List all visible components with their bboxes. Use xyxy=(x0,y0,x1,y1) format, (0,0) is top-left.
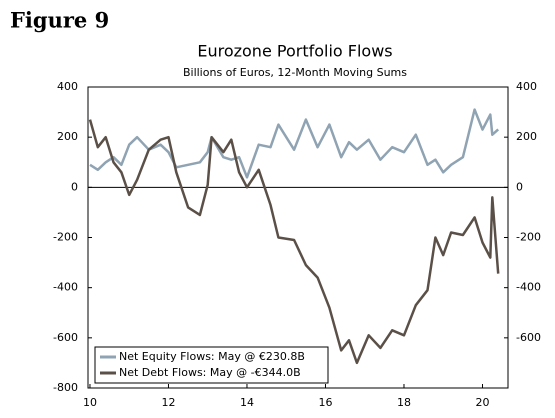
x-tick-label: 20 xyxy=(475,396,489,409)
x-tick-label: 16 xyxy=(318,396,332,409)
series-line xyxy=(89,108,500,179)
y2-tick-label: -600 xyxy=(516,331,541,344)
y-tick-label: 400 xyxy=(57,80,78,93)
legend-label: Net Debt Flows: May @ -€344.0B xyxy=(119,366,301,379)
x-tick-label: 18 xyxy=(397,396,411,409)
y-tick-label: -400 xyxy=(53,281,78,294)
y2-tick-label: -200 xyxy=(516,231,541,244)
y-tick-label: -800 xyxy=(53,381,78,394)
y-tick-label: 200 xyxy=(57,130,78,143)
series-line xyxy=(88,119,500,365)
plot-frame xyxy=(87,86,509,389)
y2-tick-label: -400 xyxy=(516,281,541,294)
chart-subtitle: Billions of Euros, 12-Month Moving Sums xyxy=(183,66,407,79)
y2-tick-label: 400 xyxy=(516,80,537,93)
y2-tick-label: 200 xyxy=(516,130,537,143)
x-tick-label: 14 xyxy=(240,396,254,409)
legend-box xyxy=(94,346,329,384)
x-tick-label: 12 xyxy=(161,396,175,409)
y-tick-label: -600 xyxy=(53,331,78,344)
y-tick-label: 0 xyxy=(71,180,78,193)
figure-label: Figure 9 xyxy=(10,8,109,33)
y-tick-label: -200 xyxy=(53,231,78,244)
x-tick-label: 10 xyxy=(83,396,97,409)
chart-title: Eurozone Portfolio Flows xyxy=(197,42,392,61)
legend-label: Net Equity Flows: May @ €230.8B xyxy=(119,350,305,363)
y2-tick-label: 0 xyxy=(516,180,523,193)
